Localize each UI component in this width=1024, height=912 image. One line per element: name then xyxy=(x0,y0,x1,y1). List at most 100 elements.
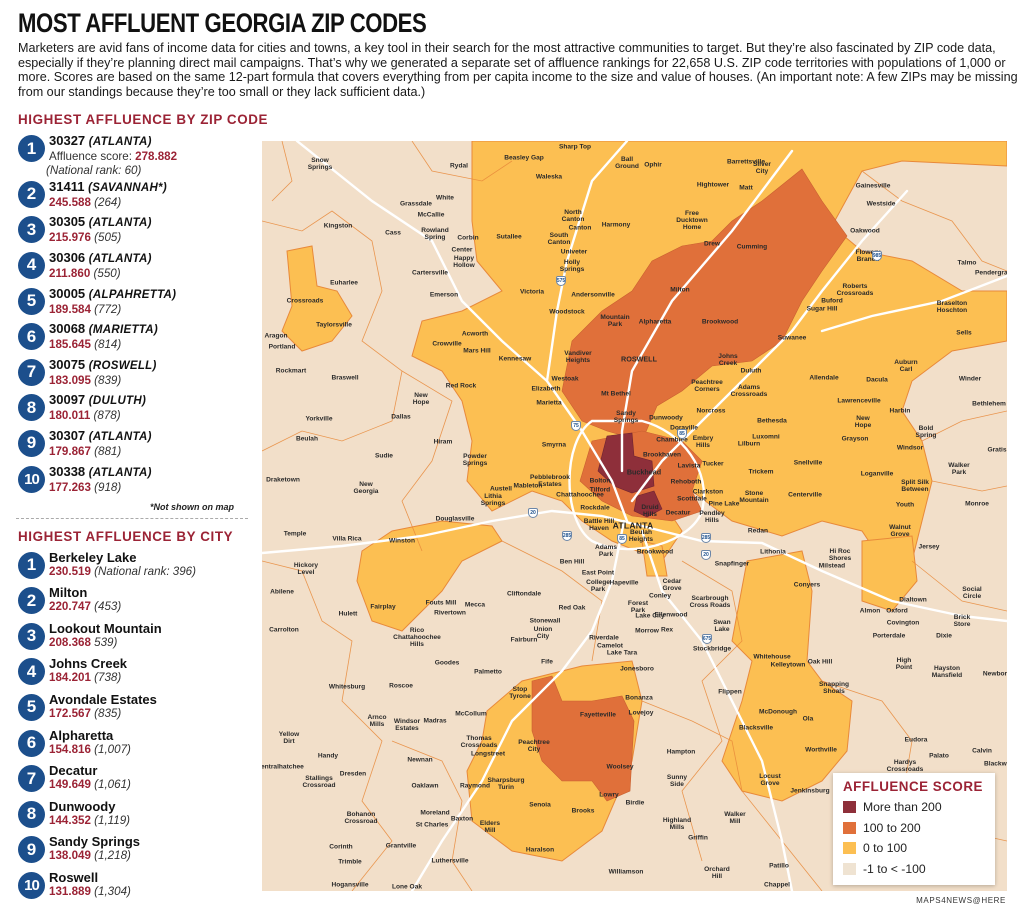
place-label: Gainesville xyxy=(855,182,891,190)
rank-badge: 7 xyxy=(18,358,45,386)
zip-line: 30338 (ATLANTA) xyxy=(49,464,258,481)
rank-badge: 9 xyxy=(18,836,45,864)
national-rank: (550) xyxy=(93,266,121,280)
place-label: Scarbrough Cross Roads xyxy=(689,594,731,609)
place-label: Worthville xyxy=(805,746,837,754)
place-label: Lavista xyxy=(677,462,701,470)
rank-badge: 1 xyxy=(18,551,45,579)
zip-city: (ATLANTA) xyxy=(88,252,152,265)
affluence-score: 183.095 xyxy=(49,373,91,387)
score-line: 183.095 (839) xyxy=(49,374,258,388)
place-label: Walker Park xyxy=(948,461,970,476)
zip-code: 30097 xyxy=(49,392,86,408)
city-name: Dunwoody xyxy=(49,798,116,814)
interstate-shield-icon: 20 xyxy=(528,508,538,518)
city-name: Avondale Estates xyxy=(49,691,157,707)
score-line: 138.049 (1,218) xyxy=(49,849,258,863)
place-label: New Hope xyxy=(854,414,872,429)
place-label: Flippen xyxy=(718,688,742,696)
place-label: Hardys Crossroads xyxy=(886,758,924,773)
place-label: Elders Mill xyxy=(479,819,501,834)
place-label: Loganville xyxy=(860,470,894,478)
zip-line: 30305 (ATLANTA) xyxy=(49,214,258,231)
rankings-column: HIGHEST AFFLUENCE BY ZIP CODE 1 30327 (A… xyxy=(16,112,267,905)
national-rank: (772) xyxy=(94,302,122,316)
place-label: McCallie xyxy=(417,211,445,219)
place-label: Bolton xyxy=(589,477,611,485)
interstate-shield-icon: 675 xyxy=(702,634,712,644)
score-line: 149.649 (1,061) xyxy=(49,778,258,792)
legend-item-high: More than 200 xyxy=(843,797,985,818)
place-label: Woolsey xyxy=(606,763,634,771)
affluence-score: 208.368 xyxy=(49,635,91,649)
place-label: Vandiver Heights xyxy=(564,349,592,364)
place-label: Peachtree City xyxy=(518,738,550,753)
rank-badge: 1 xyxy=(18,135,45,162)
section-divider xyxy=(16,517,248,519)
zip-city: (DULUTH) xyxy=(88,395,147,408)
place-label: Palmetto xyxy=(474,668,502,676)
place-label: Beulah Heights xyxy=(628,528,654,543)
place-label: Covington xyxy=(886,619,920,627)
city-name: Decatur xyxy=(49,763,98,779)
rank-badge: 3 xyxy=(18,216,45,244)
georgia-affluence-map[interactable]: Snow Springs Rydal Beasley Gap Sharp Top Bal… xyxy=(262,141,1007,891)
zip-city: (ATLANTA) xyxy=(88,466,152,479)
legend-label: 0 to 100 xyxy=(863,841,908,856)
place-label: Westside xyxy=(866,200,896,208)
rank-badge: 8 xyxy=(18,800,45,828)
zip-line: 30307 (ATLANTA) xyxy=(49,428,258,445)
score-label: Affluence score: xyxy=(49,150,136,163)
place-label: Battle Hill Haven xyxy=(583,517,615,532)
zip-line: 30306 (ATLANTA) xyxy=(49,250,258,267)
place-label: Sandy Springs xyxy=(613,409,639,424)
place-label: Porterdale xyxy=(872,632,906,640)
place-label: Embry Hills xyxy=(692,434,714,449)
affluence-score: 278.882 xyxy=(135,150,178,163)
place-label: Lovejoy xyxy=(628,709,654,717)
zip-code: 30075 xyxy=(49,356,86,372)
place-label: Bold Spring xyxy=(915,424,937,439)
place-label: Adams Crossroads xyxy=(730,383,768,398)
page-title: MOST AFFLUENT GEORGIA ZIP CODES xyxy=(18,8,427,38)
place-label: Hampton xyxy=(666,748,696,756)
place-label: Cedar Grove xyxy=(662,577,682,592)
affluence-score: 220.747 xyxy=(49,600,91,614)
national-rank: (839) xyxy=(94,373,122,387)
score-line: 208.368 539) xyxy=(49,636,258,650)
place-label: Ben Hill xyxy=(559,558,585,566)
place-label: Hi Roc Shores xyxy=(828,547,852,562)
place-label: Union City xyxy=(533,625,553,640)
city-rank-item: 1 Berkeley Lake 230.519 (National rank: 39… xyxy=(18,550,258,584)
place-label: Talmo xyxy=(957,259,977,267)
place-label: Swan Lake xyxy=(713,618,731,633)
zip-code: 30327 xyxy=(49,133,86,148)
place-label: Camelot xyxy=(596,642,624,650)
zip-code: 30306 xyxy=(49,249,86,265)
place-label: Kelleytown xyxy=(770,661,806,669)
place-label: Conley xyxy=(649,592,671,600)
national-rank: (264) xyxy=(94,195,122,209)
zip-line: 30068 (MARIETTA) xyxy=(49,321,258,338)
swatch-negative xyxy=(843,862,856,875)
place-label: White xyxy=(436,194,454,202)
rank-badge: 2 xyxy=(18,587,45,615)
place-label: Newnan xyxy=(407,756,433,764)
national-rank: (738) xyxy=(94,671,122,685)
place-label: Rockmart xyxy=(275,367,307,375)
score-line: 185.645 (814) xyxy=(49,338,258,352)
place-label: Kennesaw xyxy=(498,355,532,363)
place-label: Highland Mills xyxy=(662,816,692,831)
place-label: Oak Hill xyxy=(807,658,833,666)
place-label: Winston xyxy=(389,537,415,545)
interstate-shield-icon: 575 xyxy=(556,276,566,286)
place-label: Braswell xyxy=(331,374,359,382)
place-label: Rivertown xyxy=(434,609,466,617)
place-label: Powder Springs xyxy=(462,452,488,467)
place-label: Lone Oak xyxy=(391,883,423,891)
place-label: Austell xyxy=(490,485,512,493)
national-rank: (1,119) xyxy=(94,813,131,827)
interstate-shield-icon: 75 xyxy=(571,421,581,431)
place-label: Mableton xyxy=(513,482,543,490)
legend-label: -1 to < -100 xyxy=(863,861,926,876)
